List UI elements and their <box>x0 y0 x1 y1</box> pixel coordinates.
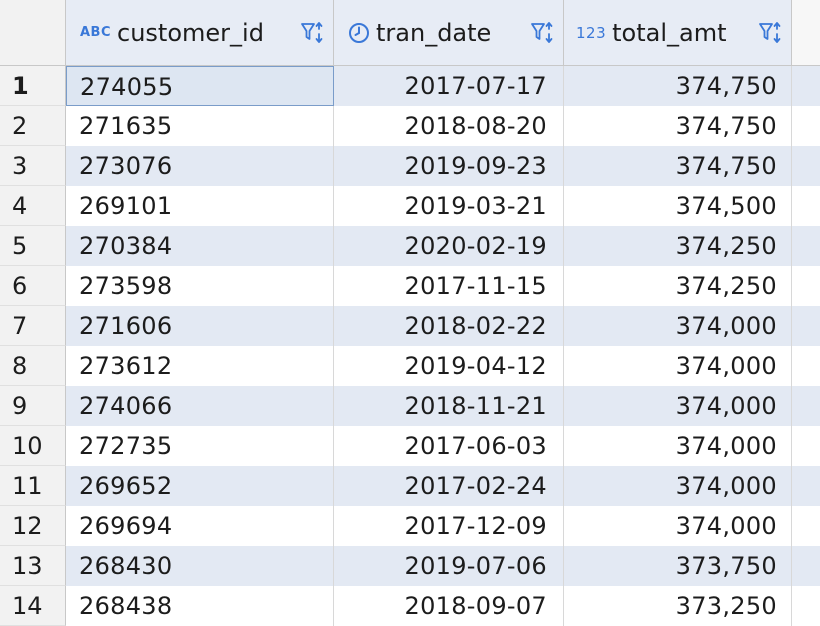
cell-customer-id[interactable]: 273076 <box>66 146 334 186</box>
cell-total-amt[interactable]: 374,000 <box>564 386 792 426</box>
row-filler <box>792 386 820 426</box>
cell-customer-id[interactable]: 273612 <box>66 346 334 386</box>
cell-total-amt[interactable]: 374,000 <box>564 506 792 546</box>
cell-total-amt[interactable]: 374,250 <box>564 226 792 266</box>
row-number[interactable]: 5 <box>0 226 66 266</box>
row-filler <box>792 506 820 546</box>
cell-tran-date[interactable]: 2020-02-19 <box>334 226 564 266</box>
cell-total-amt[interactable]: 374,000 <box>564 306 792 346</box>
column-name: total_amt <box>612 18 727 47</box>
row-filler <box>792 546 820 586</box>
header-filler <box>792 0 820 66</box>
row-number[interactable]: 9 <box>0 386 66 426</box>
cell-total-amt[interactable]: 374,750 <box>564 146 792 186</box>
cell-tran-date[interactable]: 2017-02-24 <box>334 466 564 506</box>
cell-tran-date[interactable]: 2018-02-22 <box>334 306 564 346</box>
row-number[interactable]: 10 <box>0 426 66 466</box>
select-all-corner[interactable] <box>0 0 66 66</box>
cell-tran-date[interactable]: 2017-07-17 <box>334 66 564 106</box>
row-filler <box>792 346 820 386</box>
row-number[interactable]: 1 <box>0 66 66 106</box>
row-filler <box>792 226 820 266</box>
string-type-icon: ABC <box>80 25 112 40</box>
cell-customer-id[interactable]: 268430 <box>66 546 334 586</box>
cell-customer-id[interactable]: 270384 <box>66 226 334 266</box>
row-filler <box>792 266 820 306</box>
row-filler <box>792 146 820 186</box>
cell-total-amt[interactable]: 374,000 <box>564 466 792 506</box>
cell-tran-date[interactable]: 2019-04-12 <box>334 346 564 386</box>
cell-customer-id[interactable]: 274066 <box>66 386 334 426</box>
cell-customer-id[interactable]: 269652 <box>66 466 334 506</box>
row-number[interactable]: 13 <box>0 546 66 586</box>
cell-customer-id[interactable]: 274055 <box>66 66 334 106</box>
cell-customer-id[interactable]: 271606 <box>66 306 334 346</box>
cell-tran-date[interactable]: 2019-03-21 <box>334 186 564 226</box>
row-number[interactable]: 3 <box>0 146 66 186</box>
grid-header: ABC customer_id tran_date <box>0 0 820 66</box>
cell-tran-date[interactable]: 2017-06-03 <box>334 426 564 466</box>
row-number[interactable]: 11 <box>0 466 66 506</box>
row-number[interactable]: 4 <box>0 186 66 226</box>
row-filler <box>792 66 820 106</box>
cell-customer-id[interactable]: 271635 <box>66 106 334 146</box>
cell-tran-date[interactable]: 2019-07-06 <box>334 546 564 586</box>
row-number[interactable]: 7 <box>0 306 66 346</box>
column-header-customer-id[interactable]: ABC customer_id <box>66 0 334 66</box>
cell-customer-id[interactable]: 269101 <box>66 186 334 226</box>
filter-sort-icon[interactable] <box>299 20 325 46</box>
cell-total-amt[interactable]: 374,500 <box>564 186 792 226</box>
column-name: customer_id <box>117 18 264 47</box>
cell-tran-date[interactable]: 2018-09-07 <box>334 586 564 626</box>
column-header-total-amt[interactable]: 123 total_amt <box>564 0 792 66</box>
cell-tran-date[interactable]: 2019-09-23 <box>334 146 564 186</box>
cell-tran-date[interactable]: 2018-08-20 <box>334 106 564 146</box>
cell-customer-id[interactable]: 272735 <box>66 426 334 466</box>
row-filler <box>792 466 820 506</box>
clock-icon <box>348 22 370 44</box>
cell-total-amt[interactable]: 373,250 <box>564 586 792 626</box>
row-filler <box>792 306 820 346</box>
row-number[interactable]: 12 <box>0 506 66 546</box>
cell-total-amt[interactable]: 374,000 <box>564 346 792 386</box>
number-type-icon: 123 <box>576 23 607 42</box>
row-number[interactable]: 2 <box>0 106 66 146</box>
filter-sort-icon[interactable] <box>757 20 783 46</box>
cell-total-amt[interactable]: 374,750 <box>564 66 792 106</box>
cell-tran-date[interactable]: 2017-11-15 <box>334 266 564 306</box>
row-number[interactable]: 14 <box>0 586 66 626</box>
cell-customer-id[interactable]: 269694 <box>66 506 334 546</box>
cell-total-amt[interactable]: 374,000 <box>564 426 792 466</box>
cell-customer-id[interactable]: 268438 <box>66 586 334 626</box>
cell-tran-date[interactable]: 2018-11-21 <box>334 386 564 426</box>
cell-total-amt[interactable]: 373,750 <box>564 546 792 586</box>
column-header-tran-date[interactable]: tran_date <box>334 0 564 66</box>
row-filler <box>792 586 820 626</box>
cell-tran-date[interactable]: 2017-12-09 <box>334 506 564 546</box>
column-name: tran_date <box>376 18 492 47</box>
row-number[interactable]: 8 <box>0 346 66 386</box>
filter-sort-icon[interactable] <box>529 20 555 46</box>
cell-total-amt[interactable]: 374,250 <box>564 266 792 306</box>
row-filler <box>792 106 820 146</box>
cell-total-amt[interactable]: 374,750 <box>564 106 792 146</box>
cell-customer-id[interactable]: 273598 <box>66 266 334 306</box>
row-filler <box>792 426 820 466</box>
row-filler <box>792 186 820 226</box>
row-number[interactable]: 6 <box>0 266 66 306</box>
